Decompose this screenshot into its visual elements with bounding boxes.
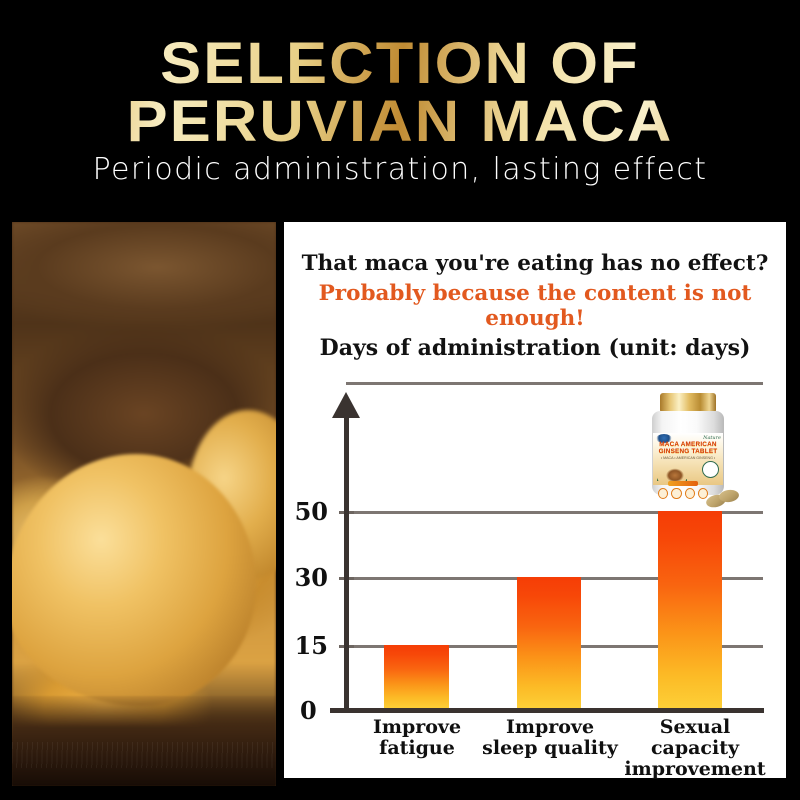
bottle-cap: [660, 393, 716, 413]
xlabel-sexual-capacity-improvement: Sexual capacity improvement: [615, 717, 775, 780]
xlabel-sexual-capacity-line2: improvement: [624, 758, 766, 780]
headline-question: That maca you're eating has no effect?: [301, 251, 769, 276]
bottle-label-line-1: MACA AMERICAN: [659, 441, 717, 448]
benefit-icon-3: [684, 488, 695, 499]
poster-header: SELECTION OF PERUVIAN MACA Periodic admi…: [0, 0, 800, 212]
bottle-label-line-2: GINSENG TABLET: [658, 448, 718, 455]
poster-title: SELECTION OF PERUVIAN MACA: [0, 35, 800, 151]
y-axis-line: [344, 414, 349, 711]
ytick-label-30: 30: [294, 563, 328, 592]
bottle-benefit-icons: [658, 488, 708, 499]
headline-answer: Probably because the content is not enou…: [318, 281, 752, 331]
ytick-label-0: 0: [300, 696, 317, 725]
xlabel-improve-sleep-quality: Improve sleep quality: [481, 717, 619, 759]
brand-logo-icon: [656, 434, 672, 443]
chart-panel: That maca you're eating has no effect? P…: [284, 222, 786, 780]
bar-sexual-capacity-improvement[interactable]: [658, 511, 722, 708]
benefit-icon-1: [658, 488, 669, 499]
xlabel-improve-sleep-quality-line1: Improve: [505, 716, 595, 738]
y-axis-arrow-icon: [332, 392, 360, 418]
title-line-1: SELECTION OF: [0, 35, 800, 93]
pill-2: [718, 488, 740, 504]
tablet-pills: [704, 488, 740, 510]
wooden-table-surface: [12, 696, 276, 786]
gridline-top: [346, 382, 763, 385]
bar-improve-fatigue[interactable]: [384, 645, 449, 708]
poster-subtitle: Periodic administration, lasting effect: [92, 152, 708, 187]
maca-root-photo: [12, 222, 276, 786]
maca-root-fibers: [56, 418, 206, 538]
brand-name-text: Nature: [703, 435, 721, 441]
xlabel-improve-fatigue: Improve fatigue: [350, 717, 484, 759]
bottle-ribbon-banner: [668, 481, 698, 486]
xlabel-improve-fatigue-line2: fatigue: [379, 737, 455, 759]
xlabel-improve-sleep-quality-line2: sleep quality: [482, 737, 618, 759]
bottle-label-line-3: • MACA • AMERICAN GINSENG •: [660, 456, 716, 460]
wood-grain-texture: [12, 742, 276, 768]
xlabel-improve-fatigue-line1: Improve: [372, 716, 462, 738]
bar-improve-sleep-quality[interactable]: [517, 577, 581, 708]
benefit-icon-2: [671, 488, 682, 499]
gridline-50: [346, 511, 763, 514]
bar-chart: 50 30 15 0 Nature MACA AMERICAN GINSENG …: [284, 222, 786, 780]
maca-herb-illustration-icon: [657, 461, 687, 481]
ytick-label-50: 50: [294, 497, 328, 526]
title-line-2: PERUVIAN MACA: [0, 93, 800, 151]
product-bottle-image: Nature MACA AMERICAN GINSENG TABLET • MA…: [638, 393, 740, 511]
chart-title: Days of administration (unit: days): [319, 335, 751, 361]
ytick-label-15: 15: [294, 631, 328, 660]
benefit-icon-4: [697, 488, 708, 499]
certification-seal-icon: [702, 461, 719, 478]
xlabel-sexual-capacity-line1: Sexual capacity: [650, 716, 740, 759]
x-axis-line: [330, 708, 764, 713]
